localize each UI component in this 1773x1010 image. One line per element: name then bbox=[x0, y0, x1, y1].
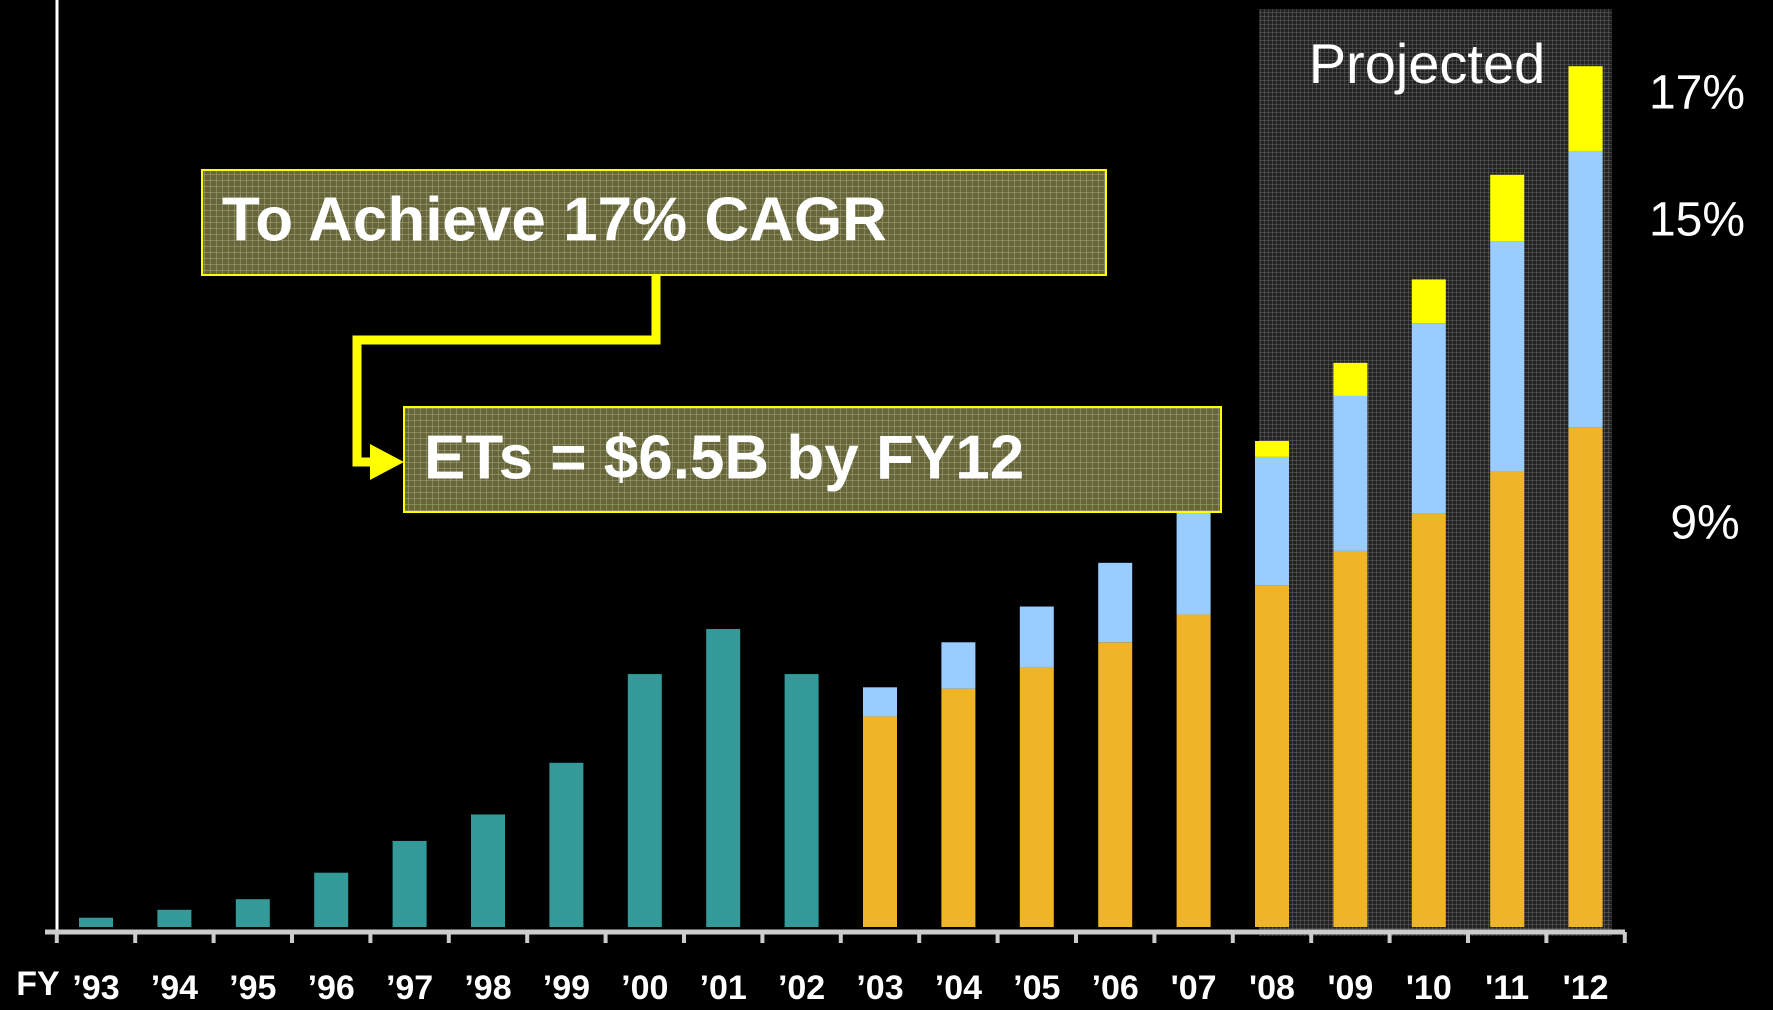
bar-segment bbox=[1255, 456, 1289, 586]
bar-segment bbox=[1568, 66, 1603, 151]
bar-segment bbox=[1333, 550, 1368, 927]
bar-segment bbox=[1255, 585, 1289, 927]
x-tick-label: ’01 bbox=[700, 969, 747, 1007]
x-tick-label: ’93 bbox=[72, 969, 119, 1007]
callout-text: To Achieve 17% CAGR bbox=[222, 185, 887, 254]
bar-segment bbox=[549, 762, 584, 927]
x-tick-label: ’98 bbox=[464, 969, 511, 1007]
x-tick-label: '09 bbox=[1327, 969, 1373, 1007]
bar-segment bbox=[1490, 174, 1525, 242]
bar-segment bbox=[1098, 642, 1133, 927]
bar-segment bbox=[157, 909, 192, 927]
bar-segment bbox=[1333, 362, 1368, 396]
callout-text: ETs = $6.5B by FY12 bbox=[424, 423, 1024, 492]
x-tick-label: ’04 bbox=[935, 969, 982, 1007]
x-tick-label: '07 bbox=[1171, 969, 1217, 1007]
bar-segment bbox=[1411, 279, 1446, 324]
x-tick-label: ’05 bbox=[1013, 969, 1060, 1007]
bar-segment bbox=[79, 917, 113, 927]
growth-label: 15% bbox=[1649, 194, 1745, 247]
bar-segment bbox=[471, 814, 505, 927]
bar-segment bbox=[1490, 471, 1525, 927]
x-tick-label: ’99 bbox=[543, 969, 590, 1007]
x-tick-label: '11 bbox=[1485, 969, 1529, 1007]
bar-segment bbox=[784, 674, 819, 927]
bar-segment bbox=[392, 840, 427, 927]
x-tick-label: ’03 bbox=[856, 969, 903, 1007]
callout-arrow bbox=[370, 444, 404, 480]
x-tick-label: ’06 bbox=[1092, 969, 1139, 1007]
bar-segment bbox=[863, 687, 897, 717]
bar-segment bbox=[314, 872, 349, 927]
callout-box bbox=[403, 406, 1222, 513]
bar-segment bbox=[1019, 667, 1054, 927]
growth-label: 9% bbox=[1670, 497, 1739, 550]
bar-segment bbox=[1098, 562, 1133, 643]
bar-segment bbox=[1490, 241, 1525, 472]
x-tick-label: '12 bbox=[1563, 969, 1609, 1007]
x-axis-label: FY bbox=[16, 965, 60, 1003]
x-tick-label: ’02 bbox=[778, 969, 825, 1007]
bar-segment bbox=[1411, 513, 1446, 927]
bar-segment bbox=[941, 642, 976, 689]
bar-segment bbox=[1176, 503, 1211, 615]
bar-segment bbox=[863, 716, 897, 927]
bar-segment bbox=[941, 688, 976, 927]
x-tick-label: ’95 bbox=[229, 969, 276, 1007]
x-tick-label: ’97 bbox=[386, 969, 433, 1007]
x-tick-label: ’94 bbox=[151, 969, 198, 1007]
bar-segment bbox=[1176, 614, 1211, 927]
bar-segment bbox=[1019, 606, 1054, 668]
bar-segment bbox=[1333, 395, 1368, 551]
projected-label: Projected bbox=[1309, 32, 1546, 95]
x-tick-label: '10 bbox=[1406, 969, 1452, 1007]
callout-connector bbox=[352, 275, 661, 467]
bar-segment bbox=[1255, 440, 1289, 457]
bar-segment bbox=[235, 899, 270, 927]
bar-segment bbox=[1568, 427, 1603, 927]
bar-segment bbox=[1411, 323, 1446, 514]
x-tick-label: '08 bbox=[1249, 969, 1295, 1007]
growth-label: 17% bbox=[1649, 67, 1745, 120]
bar-segment bbox=[627, 674, 662, 927]
bar-segment bbox=[706, 629, 741, 927]
bar-segment bbox=[1568, 150, 1603, 428]
x-tick-label: ’96 bbox=[308, 969, 355, 1007]
x-tick-label: ’00 bbox=[621, 969, 668, 1007]
